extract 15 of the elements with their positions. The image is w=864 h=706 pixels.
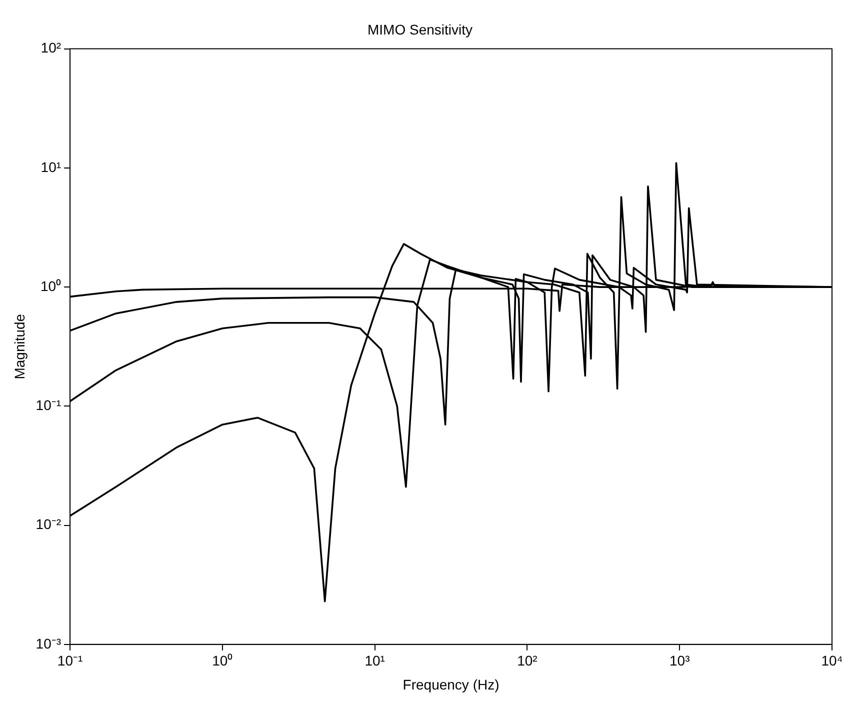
y-tick-label: 10⁰ [40, 278, 62, 294]
x-tick-label: 10⁰ [212, 652, 233, 669]
y-tick-label: 10¹ [40, 158, 62, 175]
chart-title: MIMO Sensitivity [367, 21, 473, 38]
x-tick-label: 10¹ [364, 652, 386, 669]
x-tick-label: 10² [517, 652, 538, 669]
x-axis-title: Frequency (Hz) [402, 676, 500, 692]
x-tick-label: 10⁴ [821, 652, 843, 669]
y-tick-label: 10⁻² [36, 516, 62, 532]
y-tick-label: 10⁻¹ [36, 397, 62, 414]
y-tick-label: 10² [40, 40, 62, 56]
y-tick-label: 10⁻³ [36, 635, 62, 652]
x-tick-label: 10³ [669, 652, 690, 669]
y-axis-title: Magnitude [11, 314, 28, 380]
x-tick-label: 10⁻¹ [57, 652, 83, 669]
